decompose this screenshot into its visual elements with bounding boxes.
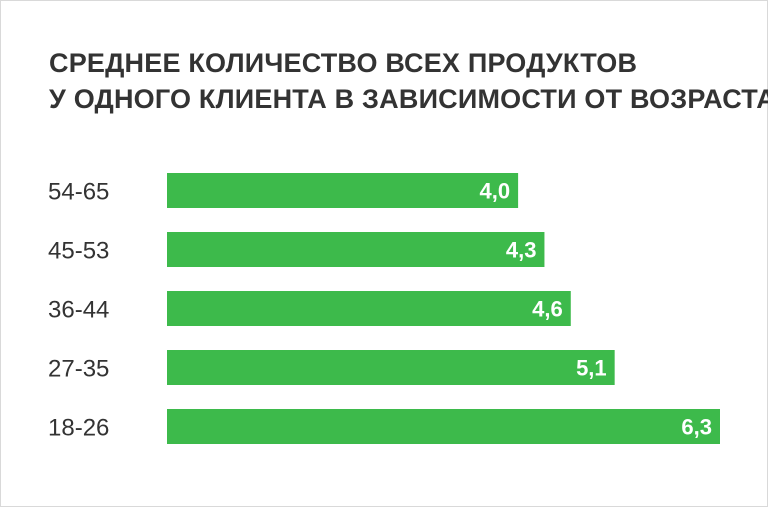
bar xyxy=(167,173,519,208)
category-label: 45-53 xyxy=(48,238,109,265)
category-label: 54-65 xyxy=(48,179,109,206)
bar-row-18-26: 18-26 6,3 xyxy=(48,409,720,444)
value-label: 4,6 xyxy=(532,297,563,322)
chart-title-line-2: У ОДНОГО КЛИЕНТА В ЗАВИСИМОСТИ ОТ ВОЗРАС… xyxy=(49,84,768,114)
bar xyxy=(167,350,615,385)
bar-row-27-35: 27-35 5,1 xyxy=(48,350,615,385)
bar-row-45-53: 45-53 4,3 xyxy=(48,232,545,267)
bar-row-54-65: 54-65 4,0 xyxy=(48,173,519,208)
chart-title-line-1: СРЕДНЕЕ КОЛИЧЕСТВО ВСЕХ ПРОДУКТОВ xyxy=(49,48,638,78)
bar-row-36-44: 36-44 4,6 xyxy=(48,291,571,326)
category-label: 36-44 xyxy=(48,297,109,324)
value-label: 5,1 xyxy=(576,356,607,381)
chart-title: СРЕДНЕЕ КОЛИЧЕСТВО ВСЕХ ПРОДУКТОВ У ОДНО… xyxy=(49,45,768,117)
bar xyxy=(167,409,720,444)
bar xyxy=(167,232,545,267)
value-label: 6,3 xyxy=(681,415,712,440)
category-label: 27-35 xyxy=(48,356,109,383)
value-label: 4,0 xyxy=(480,179,511,204)
value-label: 4,3 xyxy=(506,238,537,263)
category-label: 18-26 xyxy=(48,415,109,442)
bar xyxy=(167,291,571,326)
